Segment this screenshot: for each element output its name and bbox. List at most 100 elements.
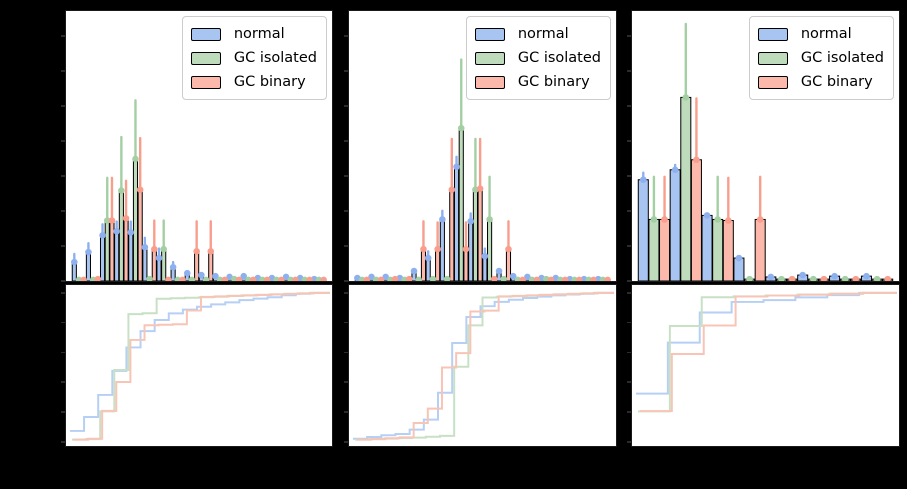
- errorbars-gc_binary: [663, 97, 762, 222]
- panel-2-histogram-axes: normal GC isolated GC binary: [344, 10, 617, 282]
- legend-swatch-gc-isolated-icon: [757, 51, 788, 65]
- panel-3: normal GC isolated GC binary: [627, 0, 900, 489]
- errorbars-gc_binary: [110, 136, 212, 253]
- panel-1-cdf-plot: [69, 291, 331, 441]
- legend-label-gc-isolated: GC isolated: [233, 49, 317, 66]
- y-tick: [627, 321, 631, 324]
- y-tick: [61, 210, 65, 212]
- y-tick: [344, 441, 348, 443]
- legend-label-gc-binary: GC binary: [800, 73, 873, 90]
- y-tick: [627, 140, 631, 142]
- legend-item-normal: normal: [757, 22, 884, 46]
- legend-swatch-gc-isolated-icon: [474, 51, 505, 65]
- errorbars-gc_isolated: [106, 99, 165, 251]
- panel-3-cdf-axes: [627, 284, 900, 447]
- panel-2-legend: normal GC isolated GC binary: [465, 16, 611, 100]
- y-tick: [61, 35, 65, 37]
- legend-swatch-gc-binary-icon: [757, 75, 788, 89]
- legend-label-gc-binary: GC binary: [233, 73, 306, 90]
- y-tick: [627, 175, 631, 177]
- legend-item-normal: normal: [190, 22, 317, 46]
- y-tick: [61, 292, 65, 294]
- errorbars-gc_binary: [422, 137, 510, 251]
- y-tick: [627, 292, 631, 294]
- panel-2: normal GC isolated GC binary: [344, 0, 617, 489]
- y-tick: [61, 321, 65, 324]
- legend-swatch-gc-binary-icon: [474, 75, 505, 89]
- legend-item-gc-binary: GC binary: [474, 70, 601, 94]
- markers-gc_isolated: [650, 94, 881, 281]
- y-tick: [61, 105, 65, 107]
- legend-item-gc-binary: GC binary: [190, 70, 317, 94]
- legend-swatch-normal-icon: [474, 27, 505, 41]
- y-tick: [344, 210, 348, 212]
- markers-gc_binary: [363, 185, 611, 281]
- markers-gc_binary: [80, 186, 327, 281]
- bars-gc_binary: [659, 159, 894, 281]
- markers-normal: [640, 166, 870, 281]
- y-tick: [627, 70, 631, 72]
- panel-2-cdf-axes: [344, 284, 617, 447]
- y-tick: [627, 441, 631, 443]
- legend-swatch-normal-icon: [190, 27, 221, 41]
- legend-item-gc-binary: GC binary: [757, 70, 884, 94]
- y-tick: [344, 351, 348, 354]
- panel-3-histogram-axes: normal GC isolated GC binary: [627, 10, 900, 282]
- y-tick: [61, 70, 65, 72]
- y-tick: [61, 351, 65, 354]
- cdf-line-gc_binary: [73, 291, 331, 441]
- y-tick: [627, 245, 631, 247]
- y-tick: [344, 280, 348, 282]
- y-tick: [627, 280, 631, 282]
- errorbars-gc_isolated: [652, 22, 719, 221]
- y-tick: [627, 381, 631, 383]
- legend-item-gc-isolated: GC isolated: [190, 46, 317, 70]
- markers-gc_binary: [661, 156, 891, 281]
- y-tick: [627, 35, 631, 37]
- panel-2-cdf-plot: [352, 291, 615, 441]
- cdf-line-gc_binary: [356, 291, 615, 441]
- markers-normal: [354, 163, 602, 281]
- y-tick: [344, 245, 348, 247]
- legend-swatch-gc-binary-icon: [190, 75, 221, 89]
- y-tick: [344, 292, 348, 294]
- legend-item-gc-isolated: GC isolated: [474, 46, 601, 70]
- legend-swatch-normal-icon: [757, 27, 788, 41]
- cdf-line-gc_isolated: [637, 291, 898, 413]
- y-tick: [344, 411, 348, 413]
- panel-1-cdf-axes: [61, 284, 333, 447]
- y-tick: [344, 321, 348, 324]
- panel-3-cdf-plot: [635, 291, 898, 413]
- y-tick: [344, 140, 348, 142]
- y-tick: [627, 411, 631, 413]
- panel-1-histogram-axes: normal GC isolated GC binary: [61, 10, 333, 282]
- cdf-line-gc_isolated: [354, 291, 615, 441]
- y-tick: [627, 210, 631, 212]
- y-tick: [61, 411, 65, 413]
- legend-label-normal: normal: [517, 25, 569, 42]
- y-tick: [344, 35, 348, 37]
- legend-item-normal: normal: [474, 22, 601, 46]
- y-tick: [61, 280, 65, 282]
- panel-3-histogram-plot: [637, 22, 894, 281]
- panel-1: normal GC isolated GC binary: [61, 0, 333, 489]
- y-tick: [61, 381, 65, 383]
- y-tick: [344, 381, 348, 383]
- legend-label-normal: normal: [800, 25, 852, 42]
- y-tick: [61, 175, 65, 177]
- legend-label-gc-binary: GC binary: [517, 73, 590, 90]
- cdf-line-gc_binary: [639, 291, 898, 413]
- panel-1-histogram-plot: [71, 99, 327, 281]
- legend-label-normal: normal: [233, 25, 285, 42]
- y-tick: [61, 245, 65, 247]
- y-tick: [627, 351, 631, 354]
- errorbars-gc_isolated: [460, 58, 491, 221]
- y-tick: [61, 140, 65, 142]
- y-tick: [61, 441, 65, 443]
- legend-label-gc-isolated: GC isolated: [800, 49, 884, 66]
- legend-label-gc-isolated: GC isolated: [517, 49, 601, 66]
- y-tick: [344, 105, 348, 107]
- y-tick: [627, 105, 631, 107]
- y-tick: [344, 70, 348, 72]
